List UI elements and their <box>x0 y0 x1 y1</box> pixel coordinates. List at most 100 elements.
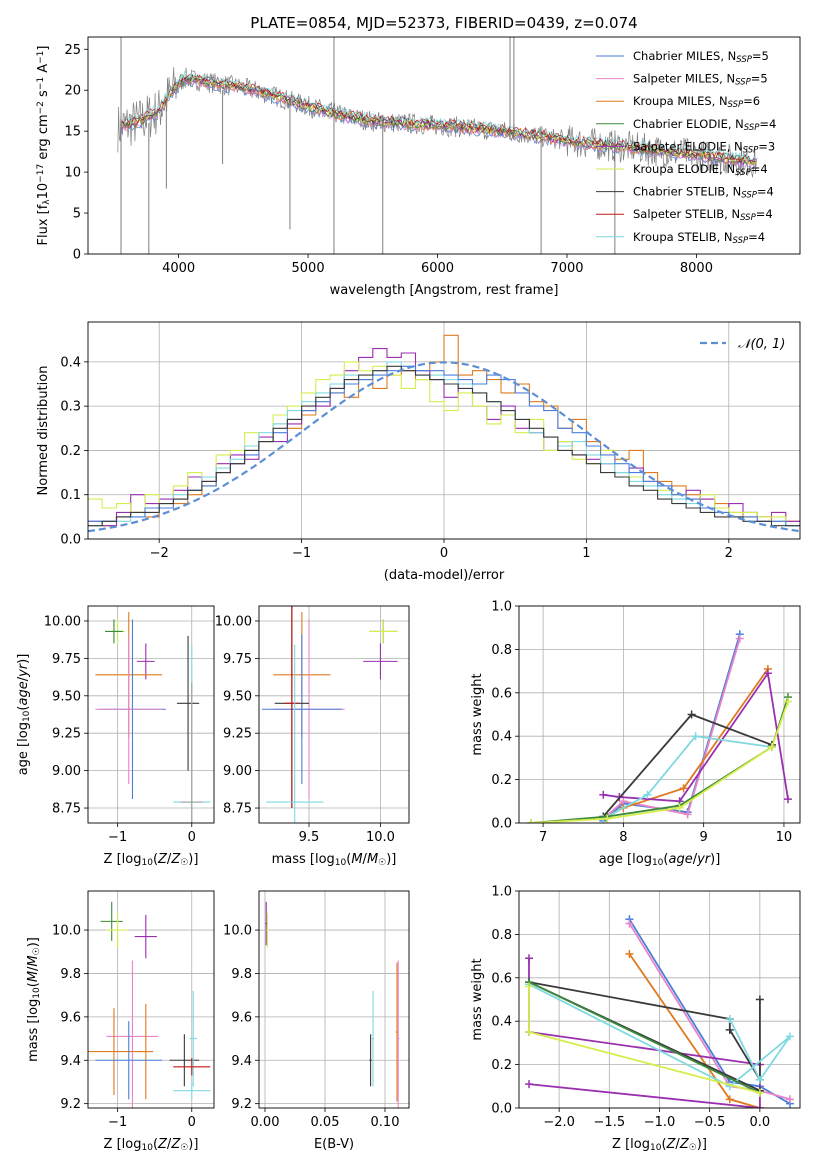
label-part: ☉ <box>180 1143 188 1153</box>
plus-marker <box>785 1032 794 1041</box>
y-tick-label: 15 <box>64 125 81 140</box>
label-part: =4 <box>759 117 776 131</box>
label-part: 10 <box>36 183 51 200</box>
label-part: age <box>16 681 31 705</box>
label-part: / <box>16 676 31 681</box>
label-part: =5 <box>752 49 769 63</box>
x-tick-label: −0.5 <box>694 1115 726 1130</box>
label-part: =4 <box>756 207 773 221</box>
x-tick-label: 0.0 <box>750 1115 771 1130</box>
label-part: ( <box>346 852 351 867</box>
label-part: 10 <box>335 858 347 868</box>
label-part: 10 <box>141 858 153 868</box>
plus-marker <box>725 1025 734 1034</box>
x-tick-label: −2.0 <box>543 1115 575 1130</box>
x-tick-label: 0 <box>188 1115 196 1130</box>
label-part: / <box>363 852 368 867</box>
plus-marker <box>755 995 764 1004</box>
label-part: SSP <box>735 78 751 88</box>
plus-marker <box>785 1095 794 1104</box>
plot-area <box>527 630 792 823</box>
errorbar-point <box>105 619 123 644</box>
plus-marker <box>687 710 696 719</box>
label-part: =4 <box>748 230 765 244</box>
model-spectrum-line <box>121 74 757 165</box>
label-part: Z <box>170 1137 181 1152</box>
errorbar-point <box>284 606 299 809</box>
legend-label: Salpeter MILES, NSSP=5 <box>633 72 768 88</box>
legend-label: Chabrier MILES, NSSP=5 <box>633 49 769 65</box>
y-tick-label: 0.6 <box>491 971 512 986</box>
errorbar-point <box>369 619 398 644</box>
y-tick-label: 0.2 <box>491 1058 512 1073</box>
axes-frame <box>518 890 801 1109</box>
y-tick-label: 5 <box>73 207 81 222</box>
mass-vs-extinction-panel: 0.00 0.05 0.10 9.2 9.4 9.6 9.8 10.0 E(B-V) <box>223 890 410 1152</box>
label-part: =6 <box>743 94 760 108</box>
plus-marker <box>755 1104 764 1108</box>
label-part: s <box>36 90 51 101</box>
legend-label: Chabrier ELODIE, NSSP=4 <box>633 117 776 133</box>
label-part: SSP <box>744 123 760 133</box>
mass-weight-vs-metallicity-panel: −2.0 −1.5 −1.0 −0.5 0.0 0.0 0.2 0.4 0.6 0.8 1.0 mas… <box>470 885 801 1153</box>
plus-marker <box>625 919 634 928</box>
ticks: 4000 5000 6000 7000 8000 0 5 10 15 20 25 <box>64 43 713 276</box>
errorbar-point <box>95 1021 163 1100</box>
label-part: Kroupa MILES, N <box>633 94 728 108</box>
y-tick-label: 0.0 <box>491 817 512 832</box>
x-tick-label: 9.5 <box>299 830 320 845</box>
axes-frame <box>87 605 215 824</box>
label-part: Kroupa ELODIE, N <box>633 162 735 176</box>
label-part: A <box>36 64 51 77</box>
axes-frame <box>87 890 215 1109</box>
label-part: Chabrier STELIB, N <box>633 185 741 199</box>
plot-area <box>95 611 211 823</box>
label-part: 10 <box>141 1143 153 1153</box>
x-tick-label: 10 <box>776 830 793 845</box>
histogram-step-line <box>88 365 800 527</box>
ticks: 9.5 10.0 8.75 9.00 9.25 9.50 9.75 10.00 <box>215 614 395 845</box>
label-part: )] <box>188 852 198 867</box>
mass-weight-line <box>528 981 761 1094</box>
label-part: −1 <box>36 51 46 64</box>
y-tick-label: 9.25 <box>52 727 81 742</box>
ticks: 7 8 9 10 0.0 0.2 0.4 0.6 0.8 1.0 <box>491 600 792 846</box>
label-part: Z [log <box>104 1137 142 1152</box>
plus-marker <box>683 810 692 819</box>
y-axis-label: Normed distribution <box>36 366 51 496</box>
y-axis-label: mass weight <box>470 673 485 755</box>
label-part: Z <box>679 1137 690 1152</box>
ticks: −2 −1 0 1 2 0.0 0.1 0.2 0.3 0.4 <box>60 355 733 561</box>
y-tick-label: 0.8 <box>491 928 512 943</box>
plus-marker <box>691 732 700 741</box>
plus-marker <box>767 743 776 752</box>
x-tick-label: −1.0 <box>644 1115 676 1130</box>
x-axis-label: E(B-V) <box>314 1137 354 1152</box>
plus-marker <box>643 790 652 799</box>
label-part: age [log <box>599 852 652 867</box>
plus-marker <box>755 1088 764 1097</box>
label-part: )] <box>26 937 41 947</box>
label-part: SSP <box>743 146 759 156</box>
x-tick-label: 0.00 <box>251 1115 280 1130</box>
label-part: Chabrier MILES, N <box>633 49 736 63</box>
label-part: SSP <box>735 168 751 178</box>
y-tick-label: 9.4 <box>60 1054 81 1069</box>
legend-label: Kroupa ELODIE, NSSP=4 <box>633 162 768 178</box>
y-axis-label: Flux [fλ10−17 erg cm−2 s−1 A−1] <box>36 46 52 246</box>
label-part: λ <box>42 199 52 205</box>
errorbar-point <box>173 1058 211 1076</box>
x-tick-label: 2 <box>725 546 733 561</box>
label-part: M <box>26 971 41 982</box>
errorbar-point <box>371 990 375 1087</box>
errorbar-point <box>106 912 129 948</box>
y-tick-label: 9.50 <box>52 689 81 704</box>
y-tick-label: 9.25 <box>223 727 252 742</box>
plus-marker <box>527 819 536 823</box>
y-tick-label: 0.4 <box>491 1015 512 1030</box>
errorbar-point <box>134 914 157 959</box>
legend-label: Salpeter STELIB, NSSP=4 <box>633 207 773 223</box>
x-axis-label: (data-model)/error <box>384 568 505 583</box>
plus-marker <box>735 634 744 643</box>
errorbar-point <box>261 634 342 785</box>
